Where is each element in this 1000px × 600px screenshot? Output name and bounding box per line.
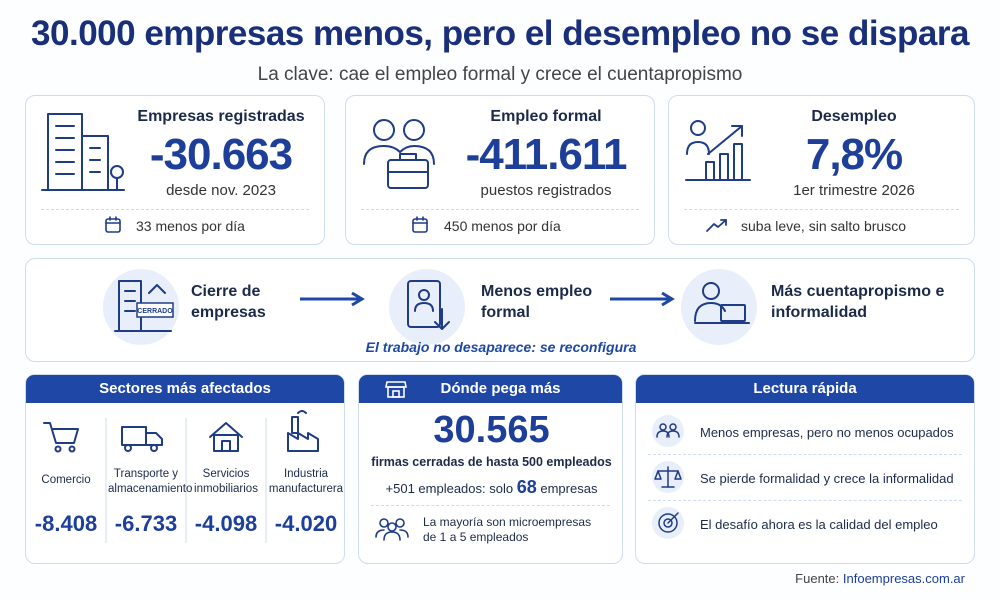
- arrow: [300, 291, 365, 307]
- kpi-caption: desde nov. 2023: [166, 182, 276, 199]
- calendar-icon: [412, 216, 428, 233]
- flow-step: Más cuentapropismo e informalidad: [771, 283, 945, 321]
- kpi-card: Empresas registradas -30.663 desde nov. …: [25, 95, 325, 245]
- title: 30.000 empresas menos, pero el desempleo…: [31, 14, 969, 53]
- impact-caption: firmas cerradas de hasta 500 empleados: [371, 455, 612, 469]
- sector-value: -8.408: [34, 511, 98, 536]
- flow-panel: CERRADO Cierre de empresas Menos empleo …: [25, 258, 975, 362]
- kpi-value: -30.663: [149, 130, 293, 179]
- impact-note: La mayoría son microempresas de 1 a 5 em…: [423, 515, 592, 544]
- kpi-title: Empresas registradas: [137, 108, 305, 125]
- panel-header: Sectores más afectados: [26, 375, 344, 403]
- sector-name: Transporte y almacenamiento: [108, 468, 193, 495]
- kpi-card: Empleo formal -411.611 puestos registrad…: [345, 95, 655, 245]
- document-icon: [407, 280, 450, 330]
- kpi-title: Empleo formal: [490, 108, 602, 125]
- panel-header: Lectura rápida: [636, 375, 974, 403]
- people-briefcase-icon: [363, 119, 435, 189]
- summary-item: El desafío ahora es la calidad del emple…: [700, 517, 938, 532]
- store-icon: [385, 381, 407, 398]
- impact-detail: +501 empleados: solo 68 empresas: [359, 477, 624, 498]
- source: Infoempresas.com.ar: [842, 571, 965, 586]
- calendar-icon: [105, 216, 121, 233]
- kpi-card: Desempleo 7,8% 1er trimestre 2026 suba l…: [668, 95, 975, 245]
- detail-text: empresas: [540, 481, 598, 496]
- summary-icons: [652, 415, 684, 539]
- kpi-note: 33 menos por día: [136, 218, 245, 234]
- source-label: Fuente:: [795, 571, 840, 586]
- kpi-note: suba leve, sin salto brusco: [741, 218, 906, 234]
- kpi-value: -411.611: [465, 130, 628, 179]
- sector-value: -6.733: [114, 511, 178, 536]
- buildings-icon: [41, 113, 125, 191]
- sector-value: -4.098: [194, 511, 258, 536]
- sector-icons: [43, 410, 319, 543]
- arrow: [610, 291, 675, 307]
- kpi-title: Desempleo: [811, 108, 897, 125]
- trend-icon: [706, 219, 727, 232]
- kpi-caption: puestos registrados: [480, 182, 612, 199]
- tagline: El trabajo no desaparece: se reconfigura: [365, 339, 637, 355]
- sign-text: CERRADO: [137, 308, 173, 315]
- summary-panel: Lectura rápida Menos empresas, pero no m…: [635, 374, 975, 564]
- summary-item: Se pierde formalidad y crece la informal…: [700, 471, 954, 486]
- summary-item: Menos empresas, pero no menos ocupados: [700, 425, 954, 440]
- panel-header: Dónde pega más: [359, 375, 622, 403]
- kpi-caption: 1er trimestre 2026: [793, 182, 915, 199]
- chart-person-icon: [685, 120, 751, 181]
- sector-name: Industria manufacturera: [268, 468, 344, 495]
- people-icon: [375, 518, 409, 541]
- impact-value: 30.565: [433, 409, 550, 451]
- footer: Fuente: Infoempresas.com.ar: [795, 571, 965, 586]
- sector-name: Comercio: [41, 474, 91, 486]
- sector-name: Servicios inmobiliarios: [194, 468, 258, 495]
- laptop-person-icon: [694, 282, 750, 324]
- kpi-note: 450 menos por día: [444, 218, 561, 234]
- flow-step: Menos empleo formal: [481, 283, 593, 321]
- detail-value: 68: [516, 477, 537, 497]
- sectors-panel: Sectores más afectados Comercio Transpor…: [25, 374, 345, 564]
- closed-building-icon: CERRADO: [114, 280, 174, 332]
- flow-step: Cierre de empresas: [191, 283, 266, 321]
- sector-value: -4.020: [274, 511, 338, 536]
- kpi-value: 7,8%: [805, 130, 903, 179]
- detail-text: +501 empleados: solo: [385, 481, 514, 496]
- impact-panel: Dónde pega más 30.565 firmas cerradas de…: [358, 374, 623, 564]
- subtitle: La clave: cae el empleo formal y crece e…: [257, 64, 743, 85]
